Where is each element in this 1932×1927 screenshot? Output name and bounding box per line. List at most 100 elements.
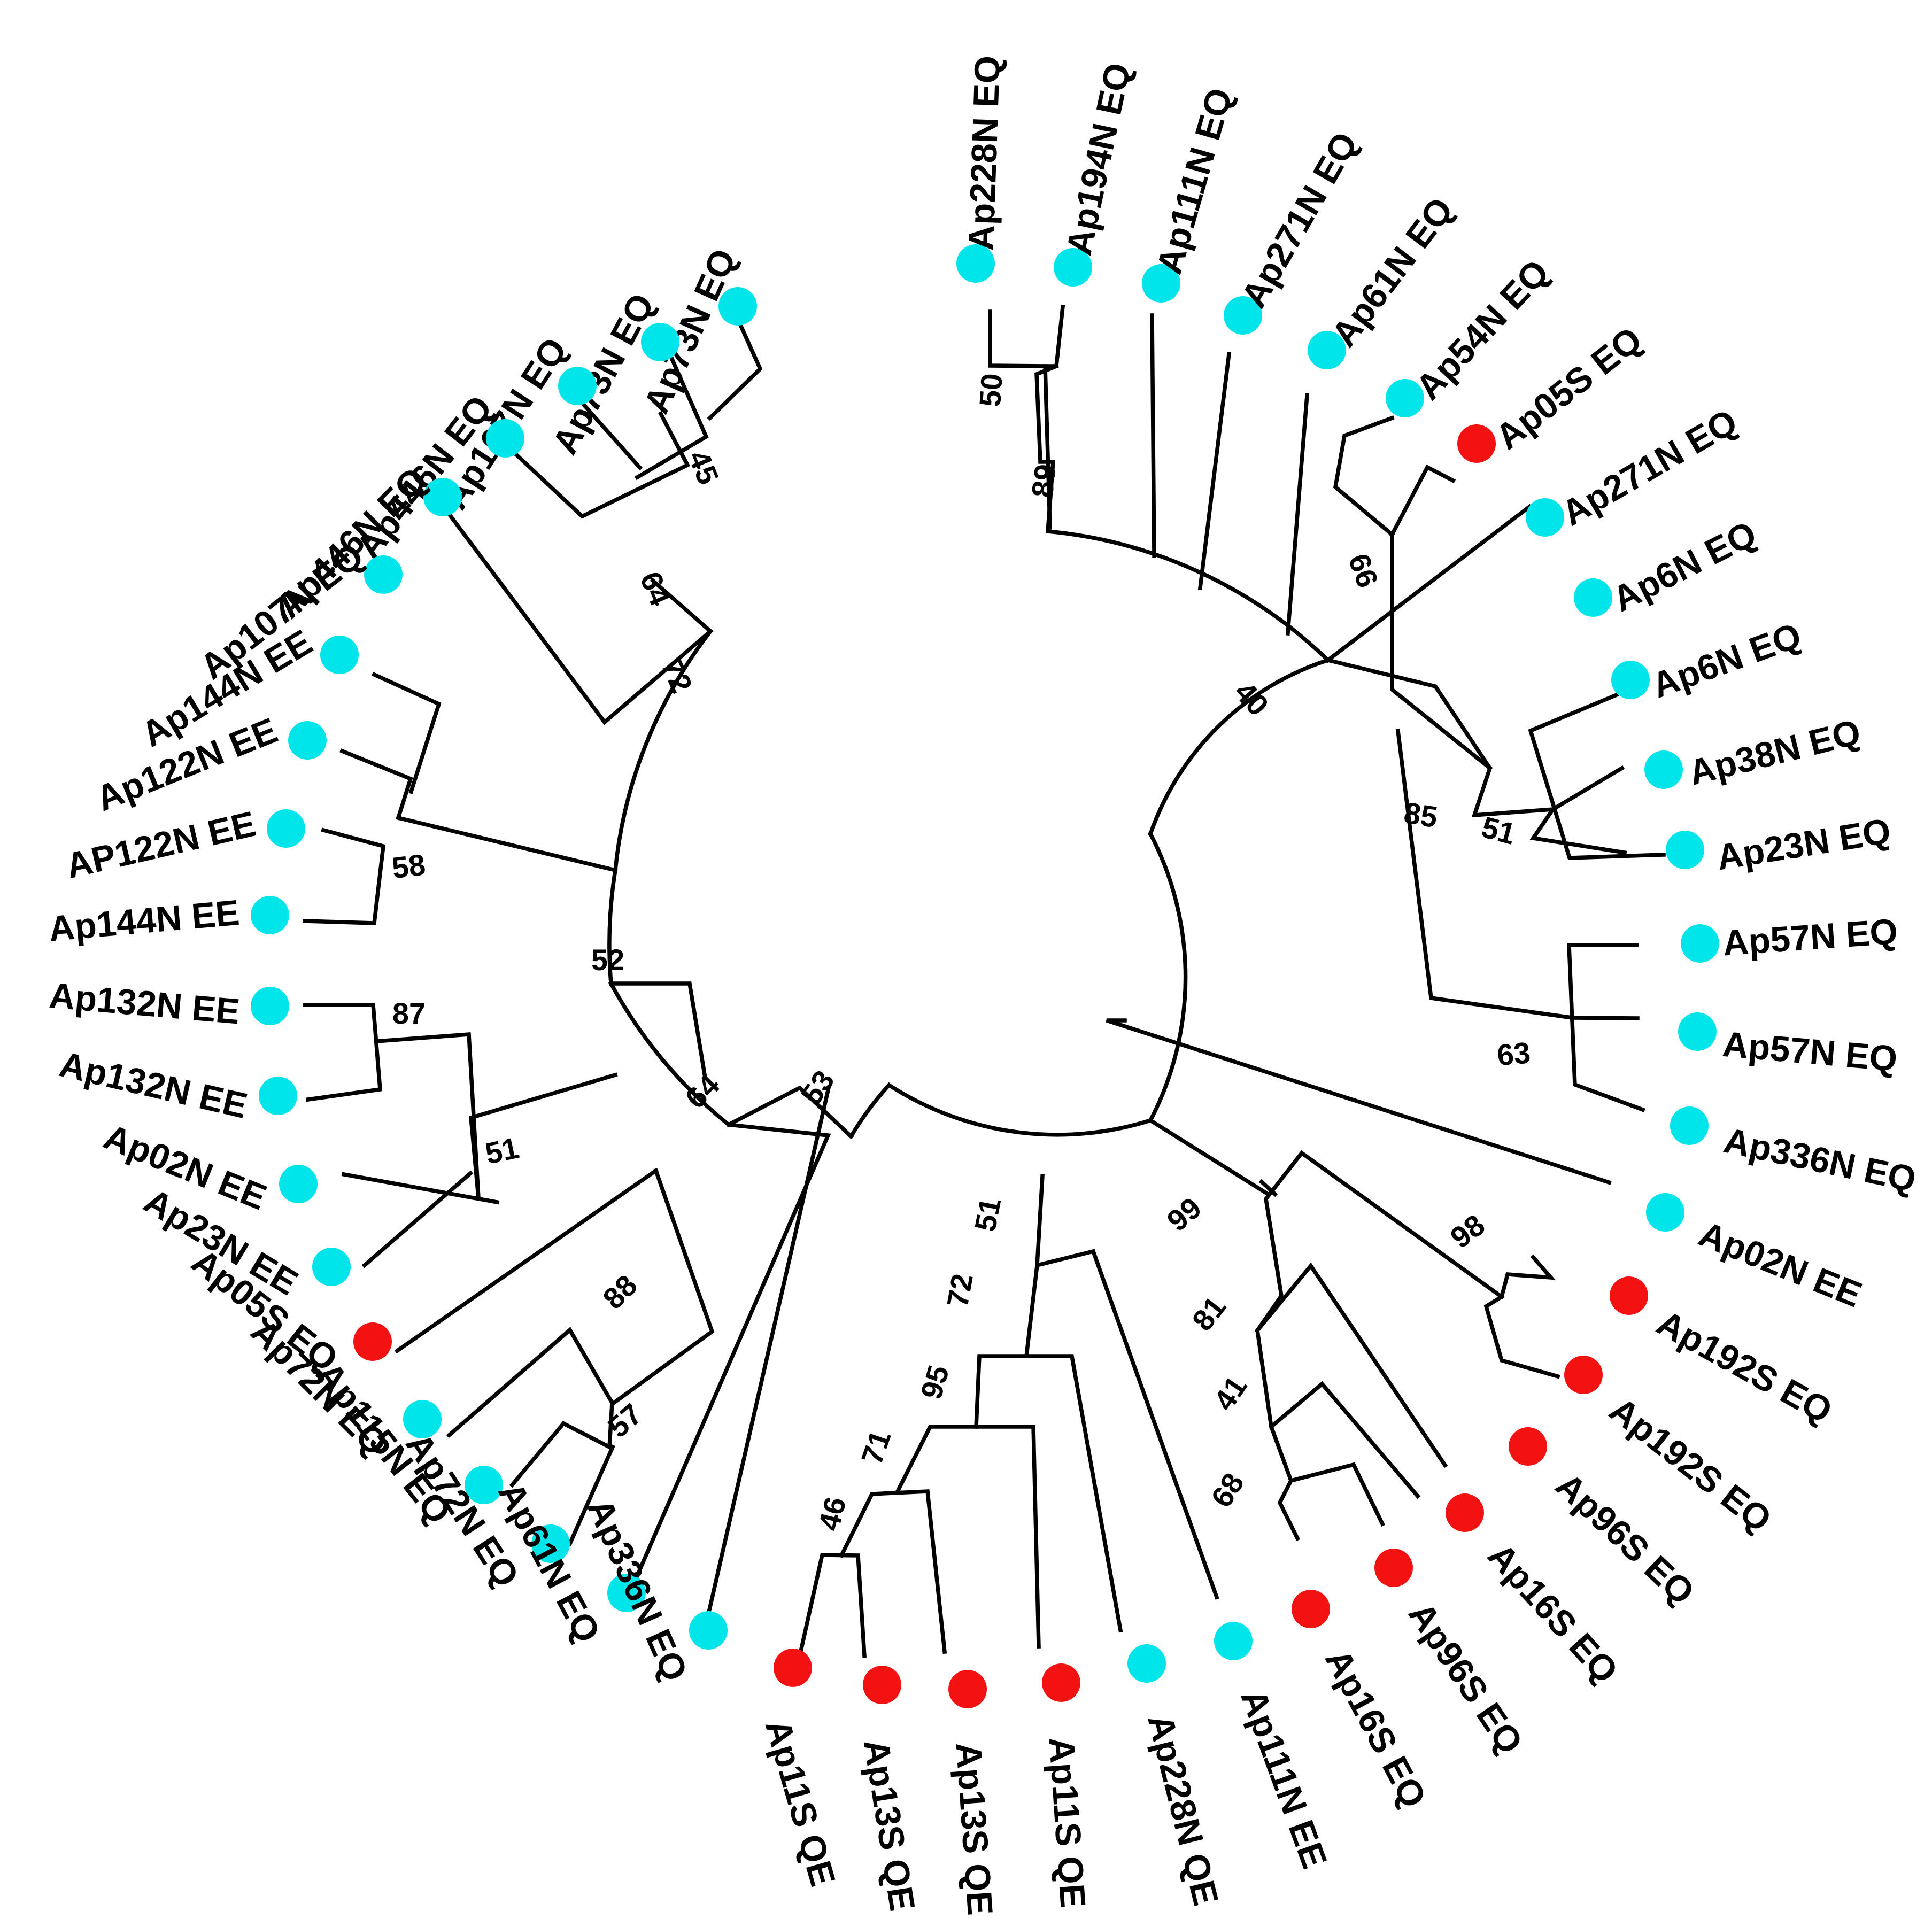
bootstrap-value: 99 xyxy=(1161,1190,1208,1237)
branch xyxy=(1024,1249,1219,1600)
bootstrap-value: 81 xyxy=(1185,1290,1232,1337)
branch xyxy=(1529,765,1627,855)
branch xyxy=(613,628,714,873)
cyan-dot-marker xyxy=(641,323,679,361)
leaf-node: Ap194N EQ xyxy=(1054,59,1139,287)
branch xyxy=(797,1553,867,1659)
branch xyxy=(894,1425,1041,1649)
red-dot-marker xyxy=(1610,1276,1648,1315)
branch xyxy=(706,1085,831,1615)
cyan-dot-marker xyxy=(531,1524,570,1563)
branch xyxy=(1035,1174,1045,1267)
branch xyxy=(509,1401,614,1488)
cyan-dot-marker xyxy=(1526,498,1564,537)
bootstrap-value: 41 xyxy=(1207,1370,1254,1417)
leaf-label: Ap111N EQ xyxy=(1149,84,1240,278)
branch xyxy=(608,980,732,1128)
branch xyxy=(1390,532,1493,771)
cyan-dot-marker xyxy=(718,287,757,326)
red-dot-marker xyxy=(948,1670,987,1708)
branch xyxy=(725,1085,854,1140)
red-dot-marker xyxy=(774,1649,812,1687)
cyan-dot-marker xyxy=(1666,831,1704,869)
leaf-label: Ap16S EQ xyxy=(1317,1643,1434,1814)
leaf-label: Ap192S EQ xyxy=(1650,1303,1838,1431)
branch xyxy=(1043,304,1065,530)
leaf-label: Ap73N EQ xyxy=(545,287,662,460)
leaf-node: Ap13S QE xyxy=(948,1670,1000,1916)
bootstrap-value: 51 xyxy=(968,1195,1008,1234)
branch xyxy=(1255,1262,1448,1468)
leaf-node: Ap336N EQ xyxy=(1670,1106,1920,1200)
leaf-label: Ap144N EE xyxy=(47,893,241,949)
branch xyxy=(372,672,442,794)
branch xyxy=(1395,728,1575,1020)
leaf-node: Ap122N EE xyxy=(91,710,327,819)
leaf-label: Ap271N EQ xyxy=(1233,126,1365,315)
leaf-label: Ap13S QE xyxy=(948,1741,1000,1916)
leaf-label: Ap38N EQ xyxy=(1685,712,1865,793)
cyan-dot-marker xyxy=(1214,1622,1253,1660)
leaf-node: Ap336N EQ xyxy=(579,1492,728,1687)
branch xyxy=(341,1172,500,1205)
branch xyxy=(468,1072,618,1201)
cyan-dot-marker xyxy=(251,896,289,934)
bootstrap-value: 58 xyxy=(390,847,428,885)
branch xyxy=(1106,1018,1612,1185)
bootstrap-value: 87 xyxy=(392,996,426,1030)
branch xyxy=(607,868,618,986)
red-dot-marker xyxy=(863,1666,901,1704)
leaf-node: AP122N EE xyxy=(62,804,305,886)
leaf-node: Ap13S QE xyxy=(856,1666,922,1914)
leaf-node: Ap6N EQ xyxy=(1574,513,1763,620)
bootstrap-value: 64 xyxy=(678,1067,726,1115)
bootstrap-value: 46 xyxy=(812,1493,852,1534)
bootstrap-value: 68 xyxy=(1204,1467,1250,1513)
branch xyxy=(1147,831,1188,1124)
branch xyxy=(627,1122,831,1596)
cyan-dot-marker xyxy=(1142,264,1180,303)
cyan-dot-marker xyxy=(486,419,524,458)
bootstrap-value: 50 xyxy=(973,372,1009,408)
bootstrap-value: 66 xyxy=(1342,549,1385,592)
red-dot-marker xyxy=(353,1322,392,1361)
bootstrap-value: 98 xyxy=(1444,1208,1491,1255)
branch xyxy=(575,396,643,471)
leaf-node: Ap228N EQ xyxy=(956,55,1008,283)
bootstrap-value: 53 xyxy=(794,1064,840,1111)
leaf-node: Ap02N EE xyxy=(1646,1193,1867,1315)
branch xyxy=(1277,1462,1386,1542)
leaf-node: Ap23N EQ xyxy=(1666,811,1894,878)
cyan-dot-marker xyxy=(279,1165,318,1203)
branch xyxy=(1045,529,1331,663)
bootstrap-value: 63 xyxy=(1496,1035,1532,1072)
branch xyxy=(339,748,413,821)
leaf-label: Ap23N EQ xyxy=(1714,811,1893,878)
cyan-dot-marker xyxy=(607,1574,646,1612)
leaf-label: Ap132N EE xyxy=(56,1044,251,1126)
cyan-dot-marker xyxy=(251,987,289,1025)
leaf-node: Ap57N EQ xyxy=(1678,1012,1899,1079)
leaf-label: Ap96S EQ xyxy=(1548,1465,1702,1613)
leaf-label: Ap111N EE xyxy=(1233,1684,1334,1874)
bootstrap-value: 89 xyxy=(1025,462,1062,500)
branch xyxy=(1483,1294,1560,1379)
bootstrap-value: 88 xyxy=(596,1268,644,1315)
branch xyxy=(396,815,618,873)
branch xyxy=(1034,363,1059,534)
leaf-node: Ap57N EQ xyxy=(1681,911,1899,964)
bootstrap-value: 64 xyxy=(633,567,677,610)
branch xyxy=(361,1170,474,1268)
branch xyxy=(1147,1117,1271,1197)
leaf-label: Ap11S QE xyxy=(758,1715,843,1891)
branch xyxy=(848,1082,892,1140)
leaf-label: Ap336N EQ xyxy=(1720,1120,1920,1200)
branch xyxy=(886,1082,1153,1137)
cyan-dot-marker xyxy=(423,478,462,516)
branch xyxy=(1148,657,1331,837)
leaf-label: Ap336N EQ xyxy=(579,1492,695,1687)
branch xyxy=(974,1354,1123,1633)
bootstrap-value: 45 xyxy=(682,446,725,489)
branch xyxy=(609,981,707,1077)
